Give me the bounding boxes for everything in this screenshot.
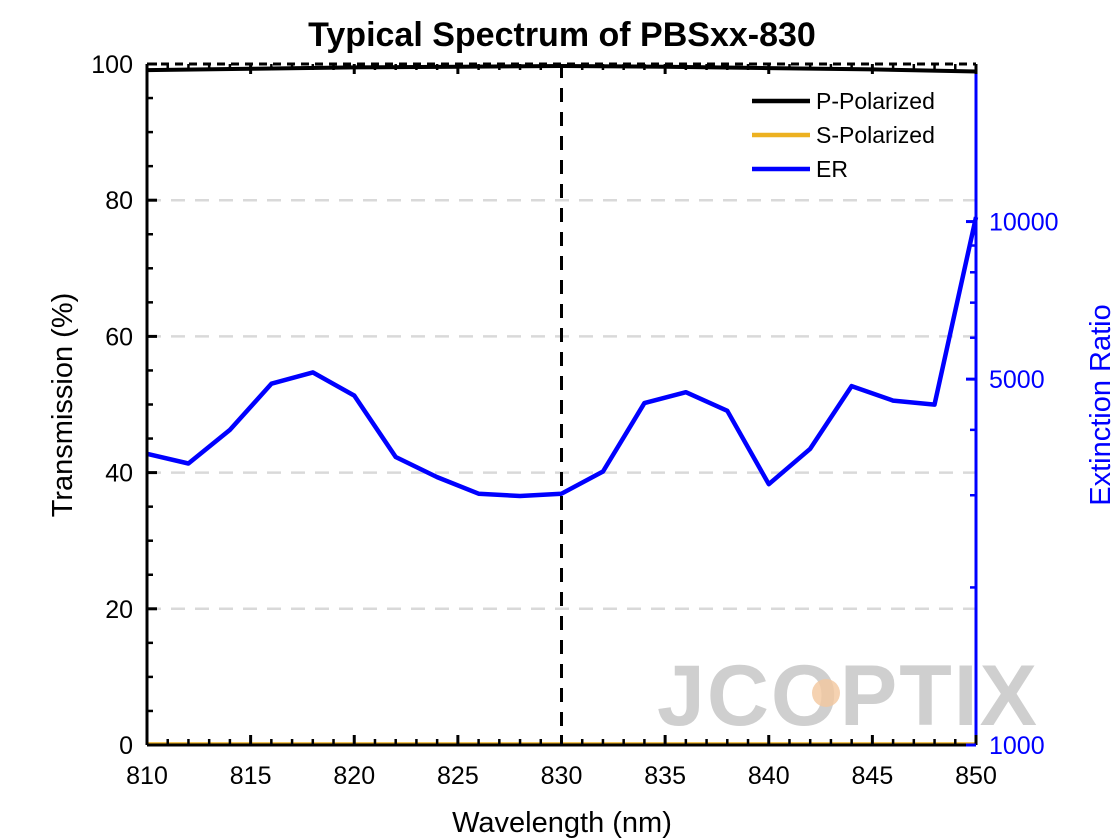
y-left-tick-label-60: 60 (105, 323, 133, 351)
x-tick-label-815: 815 (230, 762, 272, 790)
x-tick-label-845: 845 (852, 762, 894, 790)
y-right-tick-label-1000: 1000 (989, 732, 1045, 760)
y-left-tick-label-80: 80 (105, 187, 133, 215)
x-tick-label-850: 850 (955, 762, 997, 790)
x-tick-label-825: 825 (437, 762, 479, 790)
legend: P-Polarized S-Polarized ER (744, 84, 964, 188)
x-tick-label-830: 830 (541, 762, 583, 790)
x-axis-label: Wavelength (nm) (452, 807, 672, 839)
y-right-tick-label-10000: 10000 (989, 209, 1059, 237)
watermark-logo: JCOPTIX (657, 648, 1039, 744)
y-axis-label-left: Transmission (%) (47, 293, 79, 518)
x-tick-label-820: 820 (333, 762, 375, 790)
tick-marks: 810 815 820 825 830 835 840 845 850 0 20 40 60 80 100 1… (91, 51, 1058, 790)
y-right-tick-label-5000: 5000 (989, 366, 1045, 394)
y-axis-label-right: Extinction Ratio (1085, 304, 1117, 506)
legend-label-er: ER (816, 156, 848, 182)
legend-label-s-polarized: S-Polarized (816, 122, 935, 148)
watermark-text: JCOPTIX (657, 648, 1039, 744)
x-tick-label-835: 835 (644, 762, 686, 790)
y-left-tick-label-100: 100 (91, 51, 133, 79)
watermark-accent (812, 679, 840, 707)
x-tick-label-840: 840 (748, 762, 790, 790)
y-left-tick-label-40: 40 (105, 460, 133, 488)
chart-title: Typical Spectrum of PBSxx-830 (308, 16, 816, 54)
legend-label-p-polarized: P-Polarized (816, 88, 935, 114)
series-line-er (146, 216, 979, 499)
x-tick-label-810: 810 (126, 762, 168, 790)
y-left-tick-label-20: 20 (105, 596, 133, 624)
y-left-tick-label-0: 0 (119, 732, 133, 760)
